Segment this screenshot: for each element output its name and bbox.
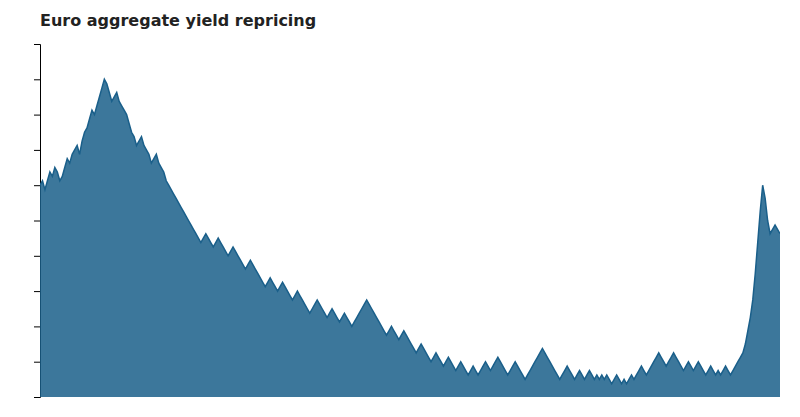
y-tick [34, 256, 40, 257]
marks [40, 79, 780, 397]
title: Euro aggregate yield repricing [40, 11, 316, 30]
y-tick-mark [34, 326, 40, 327]
y-tick-mark [34, 79, 40, 80]
y-tick-mark [34, 221, 40, 222]
y-tick [34, 326, 40, 327]
y-tick-mark [34, 256, 40, 257]
y-axis-line [34, 45, 41, 398]
y-tick [34, 115, 40, 116]
y-tick [34, 397, 40, 398]
y-tick-mark [34, 115, 40, 116]
y-tick-mark [34, 291, 40, 292]
y-tick [34, 221, 40, 222]
plot [34, 45, 780, 398]
y-tick-mark [34, 150, 40, 151]
line [40, 79, 780, 383]
y-tick [34, 79, 40, 80]
y-tick-mark [34, 397, 40, 398]
y-tick [34, 185, 40, 186]
chart: Euro aggregate yield repricing [0, 0, 800, 417]
y-tick-mark [34, 362, 40, 363]
y-tick [34, 291, 40, 292]
y-tick-mark [34, 185, 40, 186]
y-tick [34, 150, 40, 151]
area [40, 79, 780, 397]
y-tick [34, 362, 40, 363]
y-axis [34, 45, 41, 398]
